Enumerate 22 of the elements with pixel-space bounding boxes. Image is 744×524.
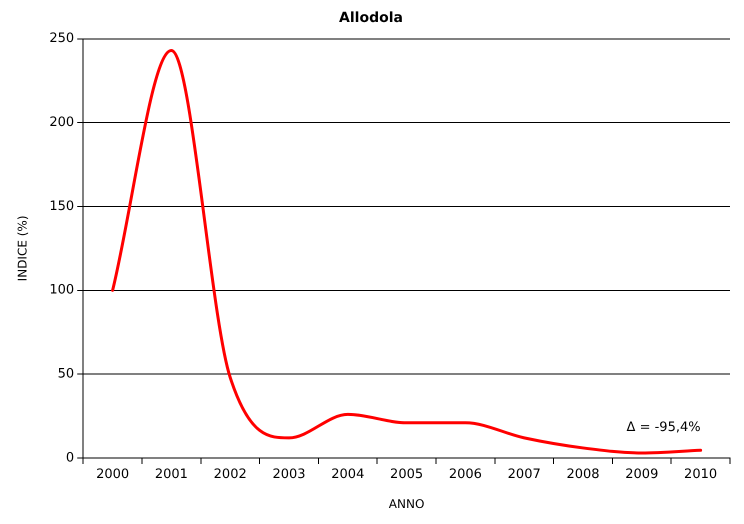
line-series (111, 49, 702, 454)
y-tick-label: 150 (49, 198, 74, 214)
annotation: Δ = -95,4% (626, 420, 701, 436)
x-tick-label: 2001 (154, 467, 188, 482)
x-tick-label: 2003 (272, 467, 306, 482)
x-tick-label: 2006 (448, 467, 482, 482)
x-tick-label: 2007 (508, 467, 541, 482)
y-tick-label: 0 (66, 450, 74, 466)
x-tick-label: 2005 (390, 467, 424, 482)
y-tick-label: 50 (58, 366, 74, 382)
y-axis-title: INDICE (%) (15, 215, 30, 282)
y-tick-label: 200 (49, 115, 74, 130)
x-tick-label: 2002 (214, 467, 247, 482)
chart-title: Allodola (339, 10, 403, 26)
y-tick-label: 100 (49, 282, 74, 298)
x-axis-title: ANNO (388, 496, 424, 511)
x-tick-label: 2008 (566, 467, 600, 482)
x-tick-label: 2004 (331, 467, 364, 482)
x-tick-label: 2010 (684, 467, 718, 482)
y-tick-label: 250 (49, 31, 74, 46)
x-tick-label: 2009 (625, 467, 658, 482)
x-tick-label: 2000 (96, 467, 130, 482)
